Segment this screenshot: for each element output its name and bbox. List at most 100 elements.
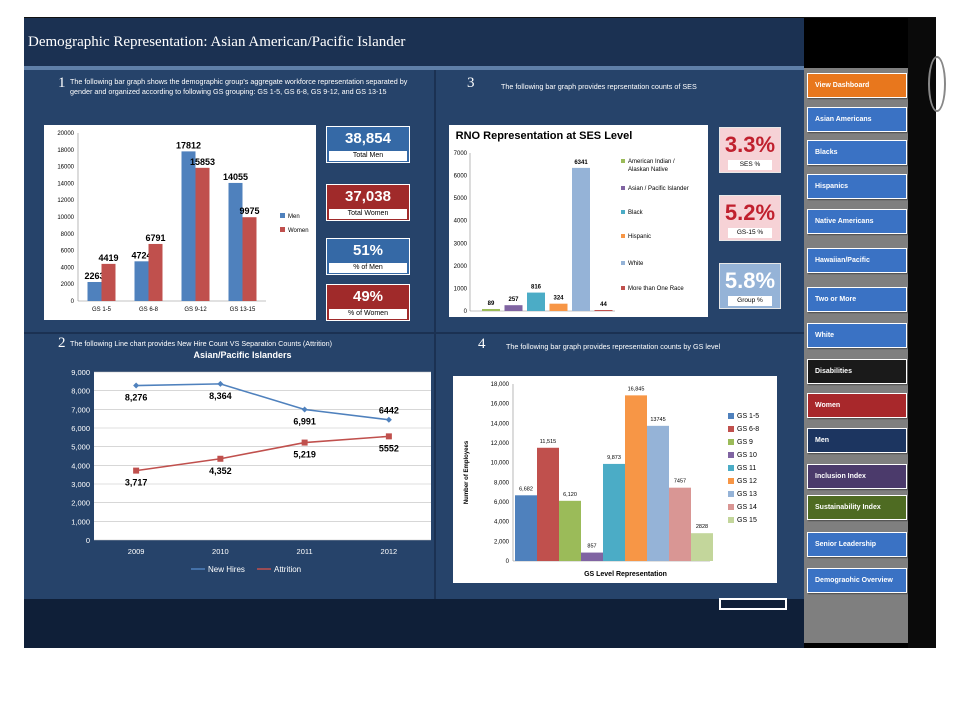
bar (647, 425, 669, 561)
y-tick-label: 2,000 (71, 499, 90, 508)
y-tick-label: 8,000 (494, 480, 510, 486)
legend-label: White (628, 261, 644, 267)
panel-description: The following Line chart provides New Hi… (70, 339, 333, 348)
data-label: 8,276 (125, 393, 148, 403)
y-tick-label: 18000 (57, 148, 74, 154)
data-label: 6341 (574, 160, 588, 166)
panel-description: The following bar graph provides reprsen… (501, 82, 697, 91)
nav-button-men[interactable]: Men (807, 428, 907, 453)
total-women-card: 37,038 Total Women (326, 184, 410, 221)
attrition-line-chart: Asian/Pacific Islanders 0 1,000 2,000 3,000 4… (71, 350, 431, 574)
legend-label: New Hires (208, 565, 245, 574)
data-label: 7457 (674, 479, 686, 485)
data-label: 2828 (696, 524, 708, 530)
data-label: 6,991 (293, 417, 316, 427)
data-label: 17812 (176, 140, 201, 150)
nav-button-view-dashboard[interactable]: View Dashboard (807, 73, 907, 98)
seal-icon (928, 56, 946, 112)
group-pct-value: 5.8% (724, 268, 776, 293)
nav-button-inclusion-index[interactable]: Inclusion Index (807, 464, 907, 489)
data-label: 16,845 (628, 386, 645, 392)
legend-label: GS 6-8 (737, 426, 759, 433)
nav-button-native-americans[interactable]: Native Americans (807, 209, 907, 234)
panel-number: 1 (58, 75, 66, 91)
y-tick-label: 20000 (57, 131, 74, 137)
legend-swatch (728, 504, 734, 510)
panel-number: 4 (478, 336, 486, 352)
nav-button-blacks[interactable]: Blacks (807, 140, 907, 165)
y-tick-label: 16,000 (491, 402, 510, 408)
panel-number: 2 (58, 335, 66, 351)
legend-swatch (728, 426, 734, 432)
pct-women-card: 49% % of Women (326, 284, 410, 321)
y-tick-label: 0 (506, 559, 510, 565)
nav-button-sustainability-index[interactable]: Sustainability Index (807, 495, 907, 520)
y-tick-label: 4,000 (494, 520, 510, 526)
legend-swatch (621, 159, 625, 163)
ses-pct-card: 3.3% SES % (719, 127, 781, 173)
bar (549, 303, 568, 311)
point-marker (133, 467, 140, 474)
bar (482, 308, 500, 311)
nav-button-asian-americans[interactable]: Asian Americans (807, 107, 907, 132)
y-tick-label: 14000 (57, 181, 74, 187)
bar-women (148, 243, 163, 301)
nav-button-women[interactable]: Women (807, 393, 907, 418)
total-men-value: 38,854 (345, 130, 391, 147)
legend-swatch (621, 261, 625, 265)
bar (559, 500, 581, 561)
data-label: 4724 (131, 250, 151, 260)
data-label: 6791 (145, 233, 165, 243)
nav-button-disabilities[interactable]: Disabilities (807, 359, 907, 384)
x-tick-label: GS 9-12 (184, 307, 207, 313)
data-label: 15853 (190, 157, 215, 167)
y-tick-label: 7,000 (71, 405, 90, 414)
nav-button-hispanics[interactable]: Hispanics (807, 174, 907, 199)
footer-bar (24, 599, 804, 648)
y-tick-label: 12,000 (491, 441, 510, 447)
y-tick-label: 18,000 (491, 382, 510, 388)
nav-button-senior-leadership[interactable]: Senior Leadership (807, 532, 907, 557)
total-women-value: 37,038 (345, 188, 391, 205)
legend-swatch (728, 439, 734, 445)
title-band (24, 66, 804, 70)
y-tick-label: 0 (71, 299, 75, 305)
pct-men-card: 51% % of Men (326, 238, 410, 275)
legend-label: More than One Race (628, 286, 684, 292)
bar-women (242, 217, 257, 301)
nav-button-two-or-more[interactable]: Two or More (807, 287, 907, 312)
empty-input-box[interactable] (719, 598, 787, 610)
bar (581, 552, 603, 561)
data-label: 4419 (98, 253, 118, 263)
data-label: 3,717 (125, 478, 148, 488)
legend-swatch (621, 286, 625, 290)
nav-button-demograohic-overview[interactable]: Demograohic Overview (807, 568, 907, 593)
legend-swatch (728, 413, 734, 419)
x-tick-label: GS 6-8 (139, 307, 159, 313)
gs15-pct-value: 5.2% (724, 200, 776, 225)
data-label: 4,352 (209, 466, 232, 476)
data-label: 324 (553, 296, 564, 302)
nav-button-hawaiian-pacific[interactable]: Hawaiian/Pacific (807, 248, 907, 273)
series-line-new-hires (136, 383, 389, 421)
bar-men (228, 182, 243, 301)
legend-swatch (728, 478, 734, 484)
y-tick-label: 10000 (57, 215, 74, 221)
ses-pct-value: 3.3% (724, 132, 776, 157)
legend-swatch (621, 186, 625, 190)
legend-swatch (728, 517, 734, 523)
gs15-pct-label: GS-15 % (728, 228, 772, 238)
nav-button-white[interactable]: White (807, 323, 907, 348)
legend-label: Black (628, 210, 644, 216)
y-tick-label: 8,000 (71, 387, 90, 396)
chart-title: Asian/Pacific Islanders (193, 350, 291, 360)
y-tick-label: 7000 (454, 151, 468, 157)
y-tick-label: 5,000 (71, 443, 90, 452)
total-men-card: 38,854 Total Men (326, 126, 410, 163)
gs-level-bar-chart: 0 2,000 4,000 6,000 8,000 10,000 12,000 14,000 1… (464, 382, 759, 578)
legend-label: GS 11 (737, 465, 756, 472)
y-tick-label: 4,000 (71, 461, 90, 470)
bar (504, 305, 523, 311)
pct-men-label: % of Men (329, 263, 407, 273)
